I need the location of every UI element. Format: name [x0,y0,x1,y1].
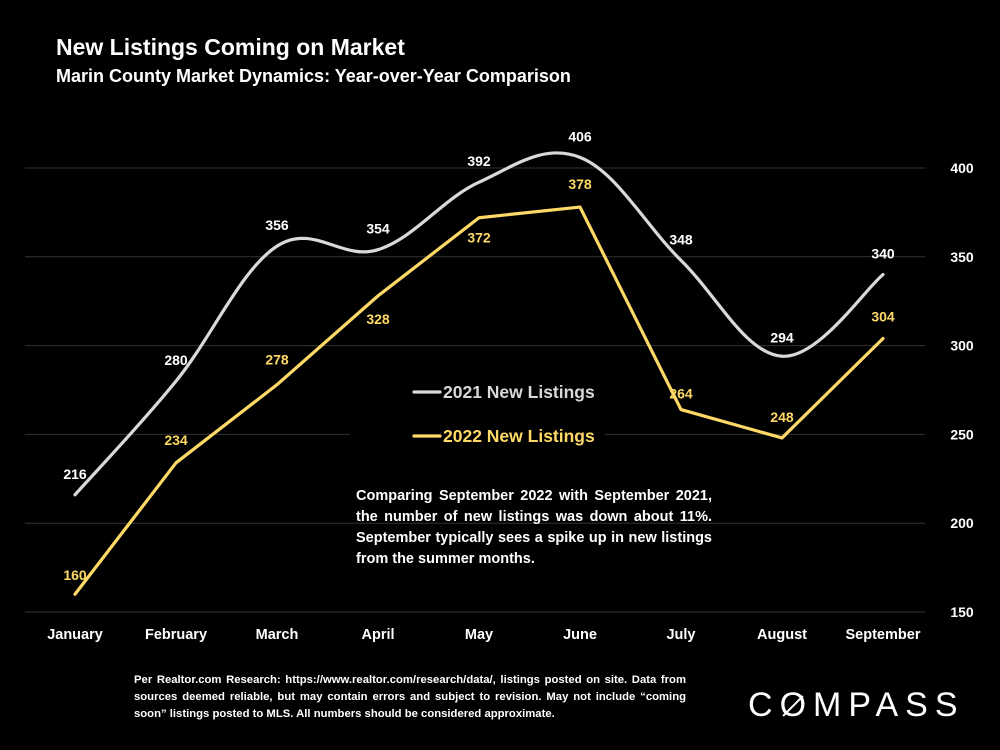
chart-subtitle: Marin County Market Dynamics: Year-over-… [56,66,571,86]
chart-title: New Listings Coming on Market [56,34,405,60]
y-tick-label: 400 [950,160,974,176]
x-tick-label: January [47,627,103,643]
y-tick-label: 200 [950,515,974,531]
data-label-2021: 216 [63,466,87,482]
x-tick-label: September [846,627,921,643]
data-label-2021: 356 [265,217,289,233]
x-tick-label: July [666,627,695,643]
data-label-2022: 378 [568,176,592,192]
series-line-2022 [73,205,885,596]
legend-label-2021: 2021 New Listings [443,382,595,402]
data-label-2021: 294 [770,329,794,345]
data-label-2021: 348 [669,231,693,247]
data-label-2022: 160 [63,567,87,583]
y-tick-label: 250 [950,426,974,442]
x-tick-label: April [361,627,394,643]
compass-logo: CO MPASS [748,686,965,725]
logo-o-slashed: O [780,686,813,725]
legend-background [350,374,605,454]
data-label-2021: 392 [467,153,491,169]
x-tick-label: February [145,627,207,643]
data-label-2021: 280 [164,352,188,368]
y-tick-label: 150 [950,604,974,620]
logo-o: O [779,686,814,724]
y-tick-label: 300 [950,338,974,354]
data-label-2021: 354 [366,221,390,237]
data-label-2022: 372 [467,230,491,246]
data-label-2022: 328 [366,311,390,327]
source-footnote: Per Realtor.com Research: https://www.re… [134,674,686,720]
data-label-2021: 406 [568,128,592,144]
x-tick-label: June [563,627,597,643]
data-label-2022: 278 [265,352,289,368]
data-label-2022: 234 [164,432,188,448]
x-tick-label: March [256,627,299,643]
data-label-2022: 248 [770,409,794,425]
x-tick-label: August [757,627,807,643]
logo-prefix: C [748,686,780,724]
series-line-2021 [73,151,885,497]
data-label-2022: 264 [669,386,693,402]
data-label-2022: 304 [871,308,895,324]
comparison-note: Comparing September 2022 with September … [356,488,712,567]
legend-label-2022: 2022 New Listings [443,426,595,446]
data-label-2021: 340 [871,246,895,262]
y-tick-label: 350 [950,249,974,265]
logo-suffix: MPASS [813,686,965,724]
x-tick-label: May [465,627,493,643]
